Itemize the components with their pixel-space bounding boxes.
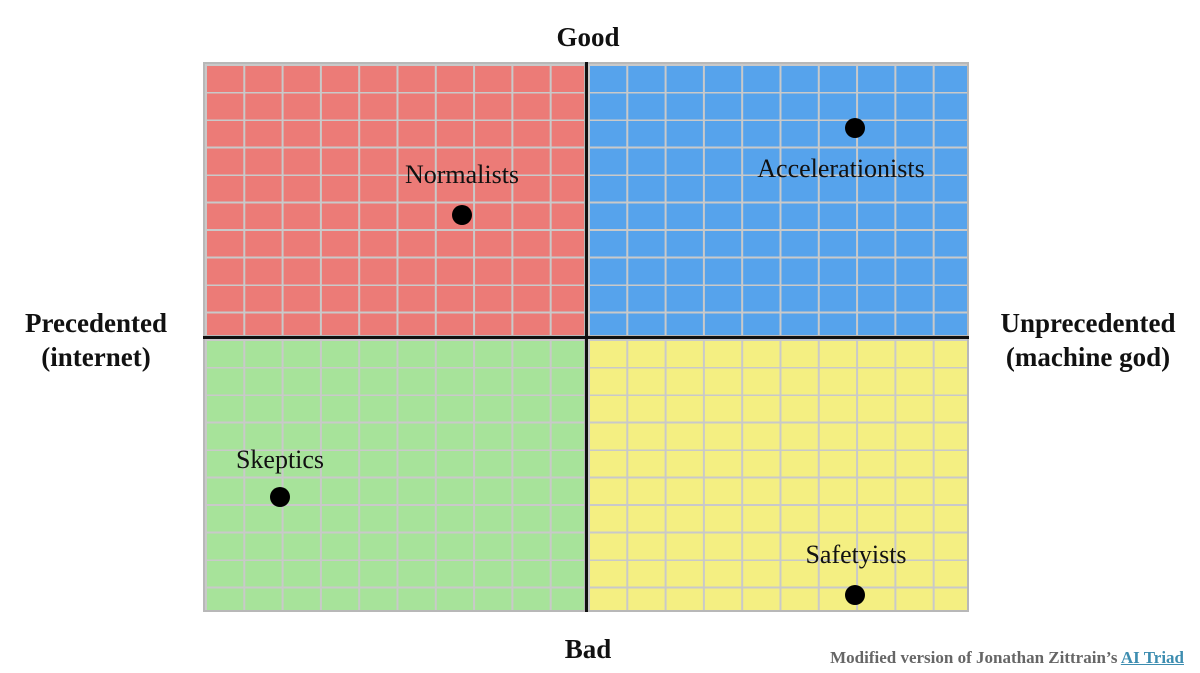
axis-label-precedented: Precedented (internet): [0, 306, 192, 374]
credit-line: Modified version of Jonathan Zittrain’s …: [830, 648, 1184, 668]
axis-label-bad: Bad: [564, 634, 612, 664]
quadrant-chart: Normalists Accelerationists Skeptics Saf…: [203, 62, 969, 612]
horizontal-axis-line: [203, 336, 969, 339]
point-accelerationists: [845, 118, 865, 138]
point-normalists: [452, 205, 472, 225]
label-accelerationists: Accelerationists: [757, 154, 925, 183]
axis-label-good: Good: [556, 22, 620, 52]
label-safetyists: Safetyists: [805, 540, 907, 569]
quadrant-top-left: [203, 62, 586, 337]
axis-label-unprecedented: Unprecedented (machine god): [980, 306, 1196, 374]
label-skeptics: Skeptics: [235, 445, 325, 474]
label-normalists: Normalists: [404, 160, 520, 189]
axis-label-unprecedented-line2: (machine god): [1005, 342, 1171, 372]
credit-text: Modified version of Jonathan Zittrain’s: [830, 648, 1121, 667]
ai-triad-link[interactable]: AI Triad: [1120, 648, 1184, 667]
quadrant-bottom-left: [203, 337, 586, 612]
quadrant-top-right: [586, 62, 969, 337]
point-skeptics: [270, 487, 290, 507]
quadrant-bottom-right: [586, 337, 969, 612]
axis-label-precedented-line2: (internet): [41, 342, 151, 372]
axis-label-precedented-line1: Precedented: [25, 308, 167, 338]
axis-label-unprecedented-line1: Unprecedented: [1000, 308, 1176, 338]
point-safetyists: [845, 585, 865, 605]
